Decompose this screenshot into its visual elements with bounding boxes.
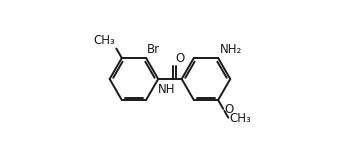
- Text: CH₃: CH₃: [229, 112, 251, 125]
- Text: Br: Br: [147, 43, 160, 56]
- Text: NH₂: NH₂: [220, 43, 242, 56]
- Text: O: O: [175, 52, 184, 65]
- Text: O: O: [224, 103, 233, 116]
- Text: NH: NH: [158, 83, 175, 96]
- Text: CH₃: CH₃: [94, 34, 115, 47]
